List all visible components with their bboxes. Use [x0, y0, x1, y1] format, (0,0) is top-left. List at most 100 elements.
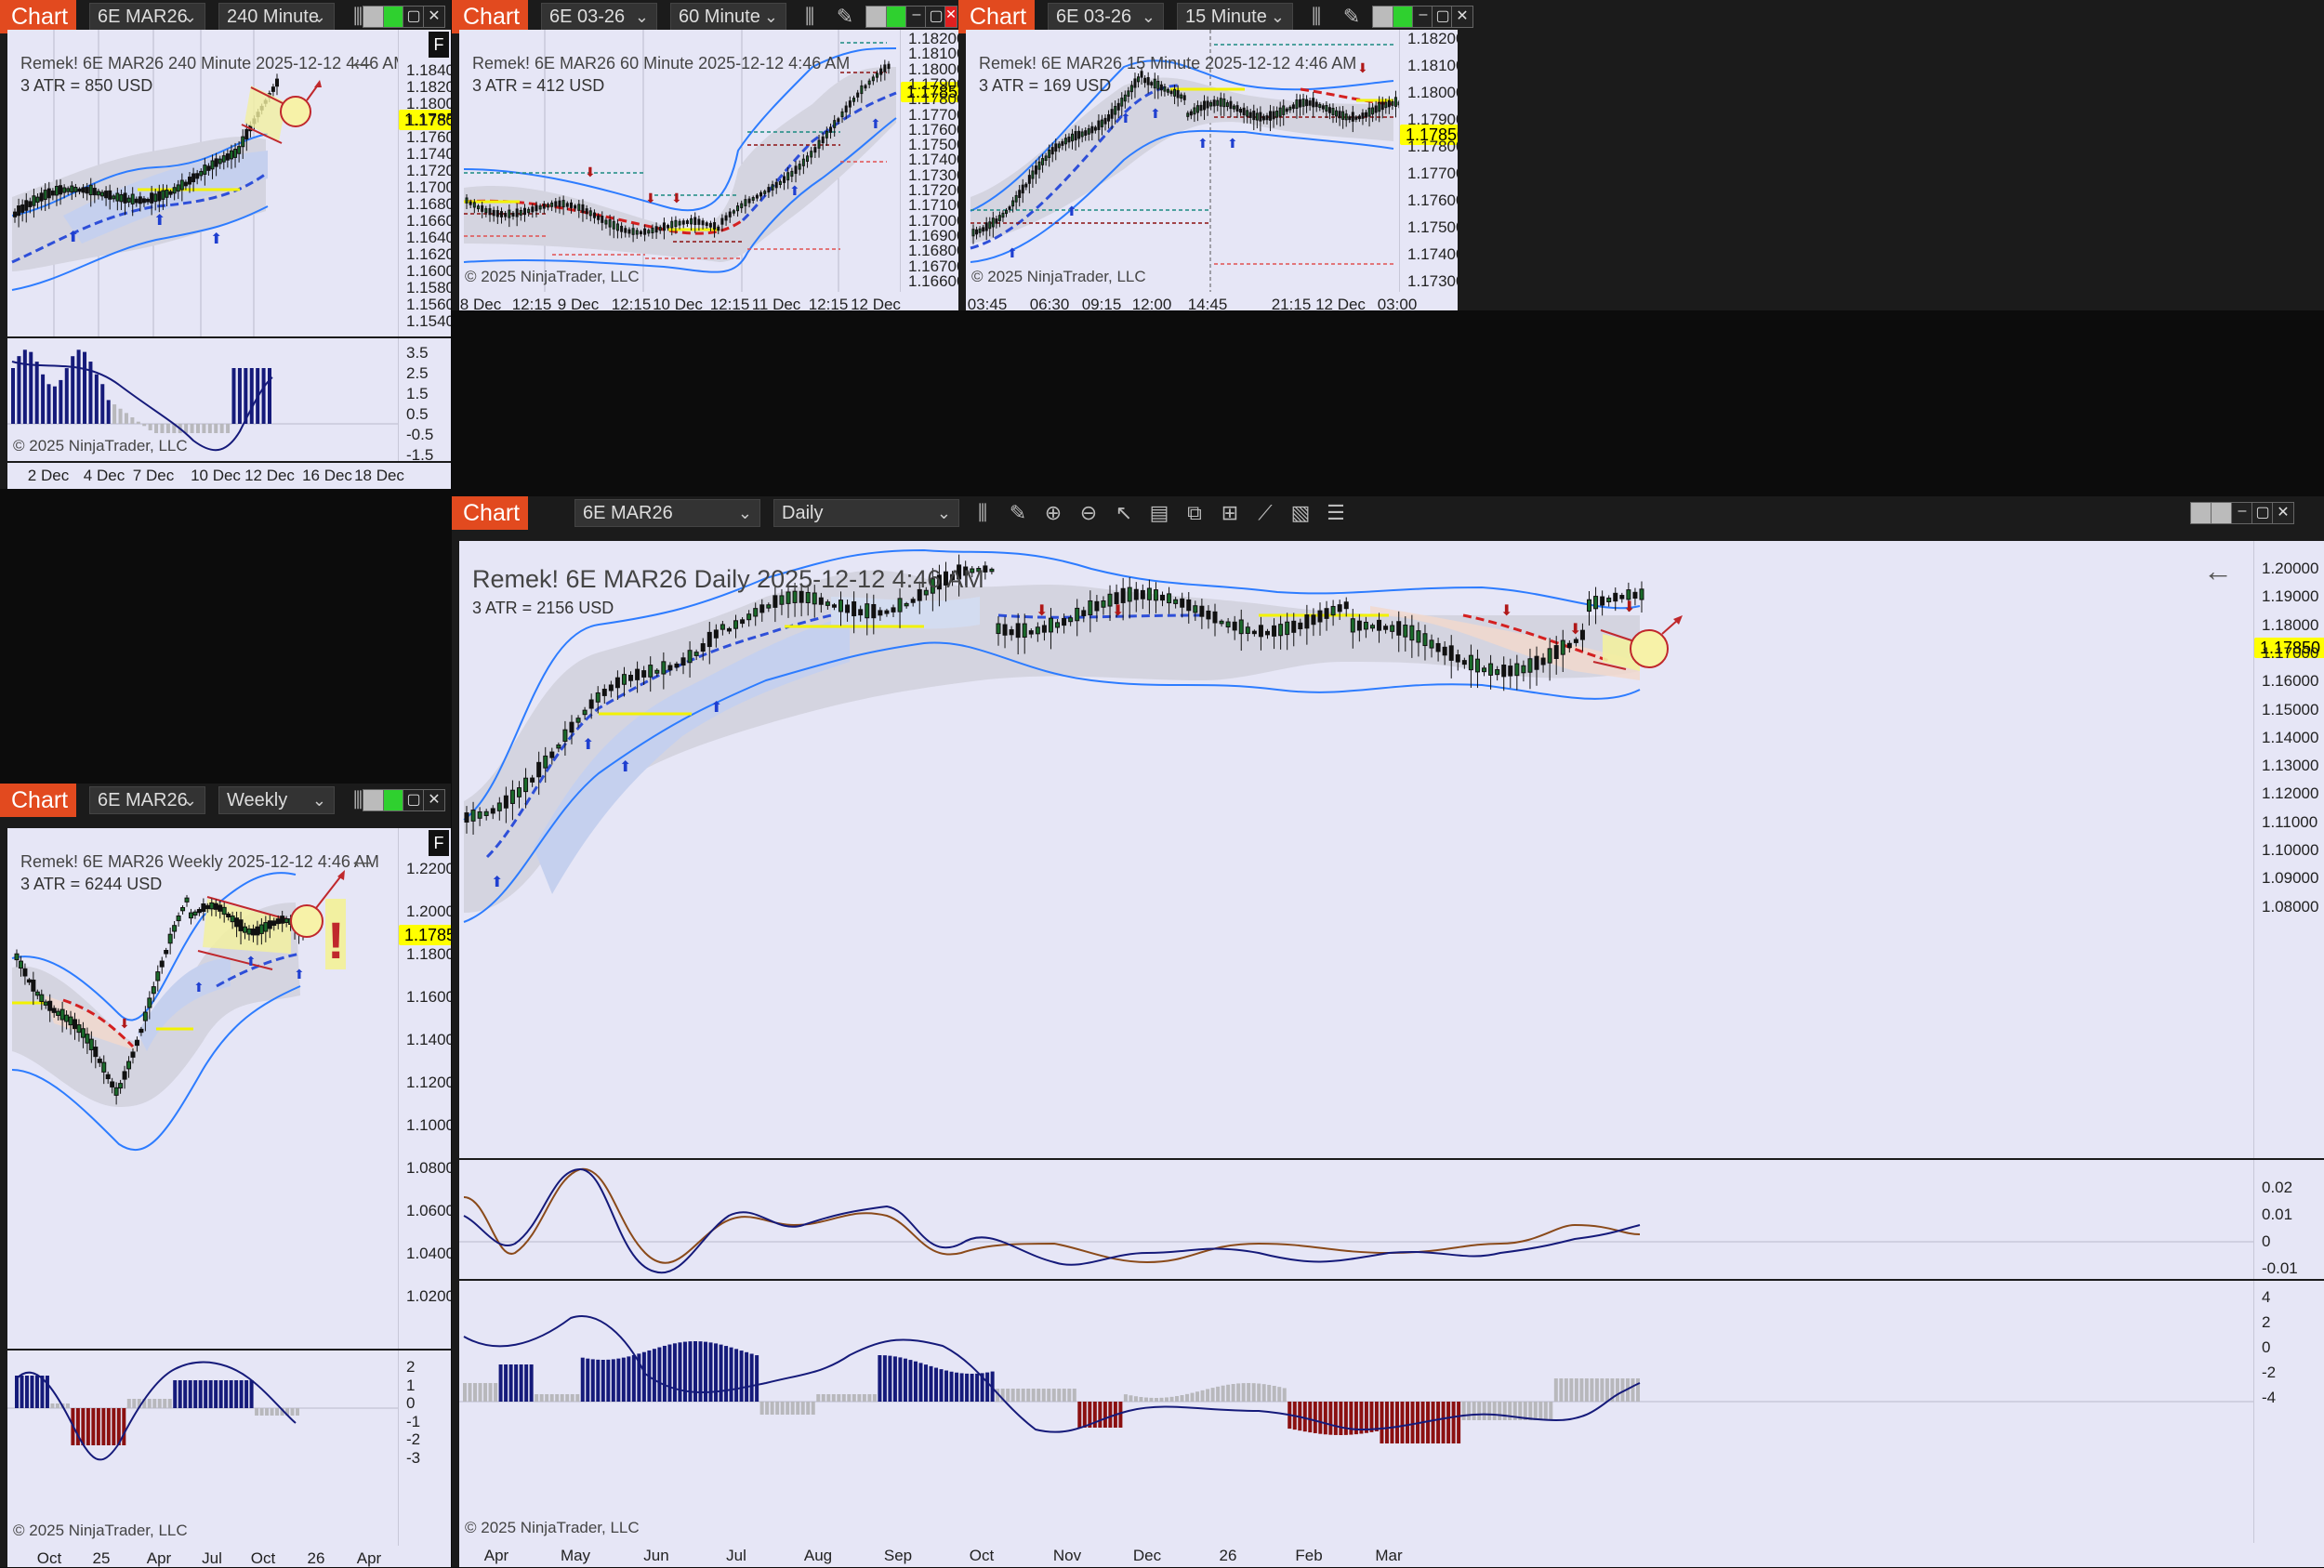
candle-body	[1153, 589, 1158, 601]
interval-selector[interactable]: 60 Minute ⌄	[670, 3, 786, 31]
link-button[interactable]	[383, 789, 405, 811]
price-panel[interactable]: ⬆ ⬆ ⬆ ⬆ ⬇ ⬇ ⬇ ⬇ ⬇ Remek! 6E MAR26 Daily …	[459, 541, 2253, 1158]
chart-tab[interactable]: Chart	[0, 0, 76, 33]
draw-pencil-icon[interactable]: ✎	[1342, 5, 1361, 28]
bar-style-icon[interactable]: ⫼	[1311, 5, 1322, 28]
back-arrow-icon[interactable]: ←	[2203, 554, 2233, 587]
tile-button[interactable]	[363, 6, 385, 28]
close-button[interactable]: ✕	[1451, 6, 1473, 28]
close-button[interactable]: ✕	[944, 6, 957, 28]
close-button[interactable]: ✕	[2272, 502, 2294, 524]
candle-body	[1261, 115, 1265, 121]
minimize-button[interactable]: –	[905, 6, 928, 28]
candle-body	[585, 208, 588, 215]
candle-body	[805, 591, 811, 603]
chart-tab[interactable]: Chart	[452, 496, 528, 530]
price-axis[interactable]: 1.17850 1.182001.181001.180001.179001.17…	[1399, 30, 1458, 292]
price-axis[interactable]: F 1.17850 1.22000 1.20000 1.18000 1.16000 1.…	[398, 828, 451, 1349]
time-axis[interactable]: 8 Dec 12:15 9 Dec 12:15 10 Dec 12:15 11 Dec 12:…	[459, 292, 958, 313]
candle-body	[1114, 105, 1117, 115]
indicators-icon[interactable]: ⊞	[1221, 501, 1239, 524]
zoom-out-icon[interactable]: ⊖	[1079, 501, 1098, 524]
time-axis[interactable]: 2 Dec 4 Dec 7 Dec 10 Dec 12 Dec 16 Dec 18 Dec	[7, 463, 451, 489]
histogram-bar	[719, 1344, 723, 1402]
properties-icon[interactable]: ⧉	[1187, 501, 1202, 524]
bar-style-icon[interactable]: ⫼	[352, 5, 363, 28]
data-box-icon[interactable]: ▤	[1149, 501, 1169, 524]
tile-button[interactable]	[1372, 6, 1394, 28]
price-axis[interactable]: 1.17850 1.20000 1.19000 1.18000 1.17000 1.16…	[2253, 541, 2324, 1158]
time-axis[interactable]: Apr May Jun Jul Aug Sep Oct Nov Dec 26 Feb Mar	[459, 1543, 2324, 1567]
interval-selector[interactable]: 240 Minute ⌄	[218, 3, 335, 31]
maximize-button[interactable]: ▢	[2251, 502, 2274, 524]
histogram-bar	[882, 1355, 887, 1402]
histogram-bar	[34, 1376, 39, 1408]
instrument-selector[interactable]: 6E MAR26 ⌄	[574, 499, 760, 527]
price-axis[interactable]: 1.17850 1.182001.181001.180001.179001.17…	[900, 30, 958, 292]
time-axis-label: 06:30	[1029, 296, 1070, 313]
maximize-button[interactable]: ▢	[1432, 6, 1454, 28]
histogram-bar	[1328, 1402, 1333, 1435]
zoom-in-icon[interactable]: ⊕	[1044, 501, 1063, 524]
time-axis-label: Oct	[969, 1547, 995, 1564]
price-panel[interactable]: ! ⬇ ⬆ ⬆ ⬆ Remek! 6E MAR26 Weekly 2025-12…	[7, 828, 398, 1349]
instrument-selector[interactable]: 6E MAR26 ⌄	[89, 3, 205, 31]
strategies-icon[interactable]: ⟋	[1258, 501, 1273, 524]
tile-button[interactable]	[865, 6, 888, 28]
chart-tab[interactable]: Chart	[0, 784, 76, 817]
minimize-button[interactable]: –	[2231, 502, 2253, 524]
candle-body	[221, 155, 226, 163]
interval-selector[interactable]: 15 Minute ⌄	[1177, 3, 1293, 31]
maximize-button[interactable]: ▢	[403, 789, 425, 811]
candle-body	[183, 181, 188, 187]
instrument-selector[interactable]: 6E 03-26 ⌄	[1048, 3, 1164, 31]
candle-body	[1613, 592, 1618, 602]
price-axis[interactable]: F 1.17850 1.184001.182001.180001.178001.…	[398, 30, 451, 336]
tile-button[interactable]	[363, 789, 385, 811]
time-axis[interactable]: 03:45 06:30 09:15 12:00 14:45 21:15 12 Dec 03:0…	[966, 292, 1458, 313]
oscillator-panel-1[interactable]	[459, 1160, 2253, 1279]
instrument-selector[interactable]: 6E 03-26 ⌄	[541, 3, 657, 31]
time-axis[interactable]: Oct 25 Apr Jul Oct 26 Apr	[7, 1546, 451, 1567]
tile-button[interactable]	[2190, 502, 2212, 524]
bar-style-icon[interactable]: ⫼	[804, 5, 815, 28]
candle-body	[1159, 84, 1163, 91]
chart-window-daily: Chart 6E MAR26 ⌄ Daily ⌄ ⫼ ✎ ⊕ ⊖ ↖ ▤ ⧉ ⊞ ⟋…	[452, 496, 2324, 1567]
candle-body	[167, 933, 173, 944]
candle-body	[176, 915, 181, 922]
histogram-bar	[20, 1376, 24, 1408]
interval-value: Daily	[782, 503, 824, 523]
pointer-icon[interactable]: ↖	[1115, 501, 1133, 524]
back-arrow-icon[interactable]: ←	[348, 841, 377, 875]
price-panel[interactable]: ⬆ ⬆ ⬆ ⬆ ⬆ ⬆ ⬇ Remek! 6E MAR26 15 Minute …	[966, 30, 1399, 292]
svg-text:⬆: ⬆	[870, 117, 881, 132]
link-button[interactable]	[2211, 502, 2233, 524]
candle-body	[1275, 111, 1279, 118]
axis-tick-label: 3.5	[406, 344, 429, 362]
close-button[interactable]: ✕	[423, 789, 445, 811]
close-button[interactable]: ✕	[423, 6, 445, 28]
instrument-selector[interactable]: 6E MAR26 ⌄	[89, 786, 205, 814]
price-panel[interactable]: ⬇ ⬇ ⬇ ⬆ ⬆ Remek! 6E MAR26 60 Minute 2025…	[459, 30, 900, 292]
price-panel[interactable]: ⬆ ⬆ ⬆ Remek! 6E MAR26 240 Minute 2025-12…	[7, 30, 398, 336]
histogram-bar	[142, 424, 147, 427]
oscillator-panel-2[interactable]: © 2025 NinjaTrader, LLC	[459, 1281, 2253, 1543]
interval-selector[interactable]: Weekly ⌄	[218, 786, 335, 814]
axis-tick-label: 1.04000	[406, 1245, 451, 1262]
candle-body	[1566, 642, 1572, 649]
back-arrow-icon[interactable]: ←	[348, 43, 377, 76]
chart-tab[interactable]: Chart	[958, 0, 1035, 33]
chart-tab[interactable]: Chart	[452, 0, 528, 33]
draw-pencil-icon[interactable]: ✎	[836, 5, 854, 28]
maximize-button[interactable]: ▢	[403, 6, 425, 28]
oscillator-panel[interactable]: © 2025 NinjaTrader, LLC	[7, 338, 398, 461]
draw-pencil-icon[interactable]: ✎	[1009, 501, 1027, 524]
link-button[interactable]	[886, 6, 908, 28]
list-icon[interactable]: ☰	[1327, 501, 1345, 524]
bar-style-icon[interactable]: ⫼	[352, 788, 363, 811]
bar-style-icon[interactable]: ⫼	[977, 501, 988, 524]
link-button[interactable]	[1393, 6, 1415, 28]
oscillator-panel[interactable]: © 2025 NinjaTrader, LLC	[7, 1351, 398, 1546]
interval-selector[interactable]: Daily ⌄	[773, 499, 959, 527]
templates-icon[interactable]: ▧	[1290, 501, 1311, 524]
